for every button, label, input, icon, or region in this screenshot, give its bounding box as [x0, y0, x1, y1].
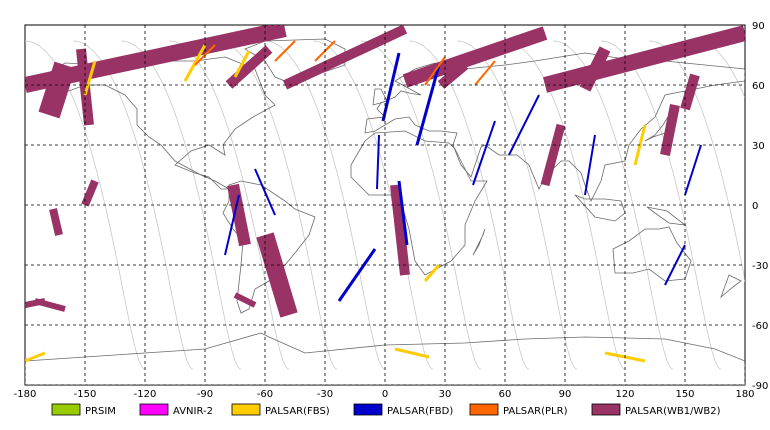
legend-swatch: [51, 403, 81, 416]
legend: PRSIM AVNIR-2 PALSAR(FBS) PALSAR(FBD) PALSAR…: [51, 403, 721, 417]
legend-item: PALSAR(FBS): [231, 403, 330, 417]
legend-item: PALSAR(FBD): [353, 403, 453, 417]
swath-palsar-wb1-wb2: [680, 73, 700, 111]
lon-tick-label: -60: [257, 389, 273, 400]
legend-label: PALSAR(FBD): [387, 406, 453, 417]
coastline: [472, 228, 486, 256]
lon-tick-label: -90: [197, 389, 213, 400]
legend-label: PALSAR(FBS): [265, 406, 330, 417]
legend-swatch: [591, 403, 621, 416]
coastline: [48, 56, 276, 190]
swath-palsar-wb1-wb2: [227, 183, 251, 247]
legend-label: PALSAR(WB1/WB2): [625, 406, 721, 417]
observation-swaths: [25, 25, 745, 363]
swath-palsar-fbd: [472, 120, 496, 186]
lon-tick-label: 150: [675, 389, 694, 400]
swath-palsar-wb1-wb2: [49, 208, 63, 236]
legend-item: PRSIM: [51, 403, 116, 417]
coastline: [364, 52, 745, 202]
swath-palsar-fbd: [376, 134, 380, 190]
lon-tick-label: 0: [382, 389, 388, 400]
swath-palsar-plr: [424, 56, 446, 86]
swath-palsar-fbs: [83, 60, 97, 96]
coastline: [646, 206, 687, 226]
coastline: [244, 38, 346, 86]
lon-tick-label: -150: [74, 389, 97, 400]
coastline: [574, 194, 626, 222]
lon-tick-label: 90: [559, 389, 572, 400]
swath-palsar-wb1-wb2: [81, 179, 99, 207]
swath-palsar-wb1-wb2: [542, 25, 745, 93]
coastline: [222, 180, 316, 314]
swath-palsar-fbd: [415, 64, 441, 146]
lat-tick-label: -90: [752, 381, 768, 392]
swath-palsar-wb1-wb2: [38, 61, 76, 119]
swath-palsar-fbs: [25, 351, 46, 363]
swath-palsar-fbs: [233, 50, 251, 78]
legend-item: PALSAR(WB1/WB2): [591, 403, 721, 417]
swath-palsar-fbd: [381, 52, 401, 122]
legend-label: AVNIR-2: [173, 406, 213, 417]
lon-tick-label: 180: [735, 389, 754, 400]
legend-swatch: [231, 403, 261, 416]
coastline: [612, 226, 692, 282]
swath-palsar-fbd: [684, 144, 702, 196]
coastline: [25, 332, 745, 385]
legend-item: PALSAR(PLR): [469, 403, 568, 417]
lat-tick-label: 30: [752, 141, 765, 152]
longitude-tick-labels: -180 -150 -120 -90 -60 -30 0 30 60 90 120 150 180: [14, 389, 755, 400]
lat-tick-label: 0: [752, 201, 758, 212]
legend-swatch: [353, 403, 383, 416]
swath-palsar-wb1-wb2: [233, 292, 257, 308]
swath-palsar-wb1-wb2: [660, 104, 680, 156]
latitude-tick-labels: 90 60 30 0 -30 -60 -90: [752, 21, 768, 392]
swath-palsar-fbs: [183, 44, 207, 82]
lon-tick-label: 120: [615, 389, 634, 400]
legend-item: AVNIR-2: [139, 403, 213, 417]
swath-palsar-fbd: [397, 180, 409, 246]
swath-palsar-wb1-wb2: [540, 123, 566, 187]
coastlines: [25, 38, 745, 385]
lon-tick-label: 30: [439, 389, 452, 400]
lat-tick-label: -60: [752, 321, 768, 332]
orbit-track: [696, 40, 745, 100]
swath-palsar-fbs: [394, 347, 430, 359]
legend-swatch: [469, 403, 499, 416]
swath-palsar-wb1-wb2: [25, 298, 46, 308]
swath-palsar-plr: [474, 60, 496, 86]
swath-palsar-wb1-wb2: [579, 46, 611, 92]
graticule-grid: [24, 24, 746, 386]
legend-label: PALSAR(PLR): [503, 406, 568, 417]
swath-palsar-wb1-wb2: [256, 232, 298, 318]
lat-tick-label: 60: [752, 81, 765, 92]
lat-tick-label: -30: [752, 261, 768, 272]
legend-swatch: [139, 403, 169, 416]
swath-palsar-fbd: [584, 134, 596, 196]
legend-label: PRSIM: [85, 406, 116, 417]
lon-tick-label: 60: [499, 389, 512, 400]
swath-palsar-plr: [274, 40, 296, 62]
lon-tick-label: -30: [317, 389, 333, 400]
lat-tick-label: 90: [752, 21, 765, 32]
lon-tick-label: -180: [14, 389, 37, 400]
swath-palsar-fbd: [337, 248, 377, 302]
swath-palsar-fbd: [254, 168, 276, 216]
lon-tick-label: -120: [134, 389, 157, 400]
coastline: [720, 274, 742, 299]
swath-palsar-wb1-wb2: [390, 184, 410, 276]
coastline: [372, 88, 388, 106]
swath-palsar-wb1-wb2: [225, 45, 273, 89]
swath-palsar-fbs: [423, 264, 441, 282]
swath-palsar-wb1-wb2: [402, 26, 548, 88]
